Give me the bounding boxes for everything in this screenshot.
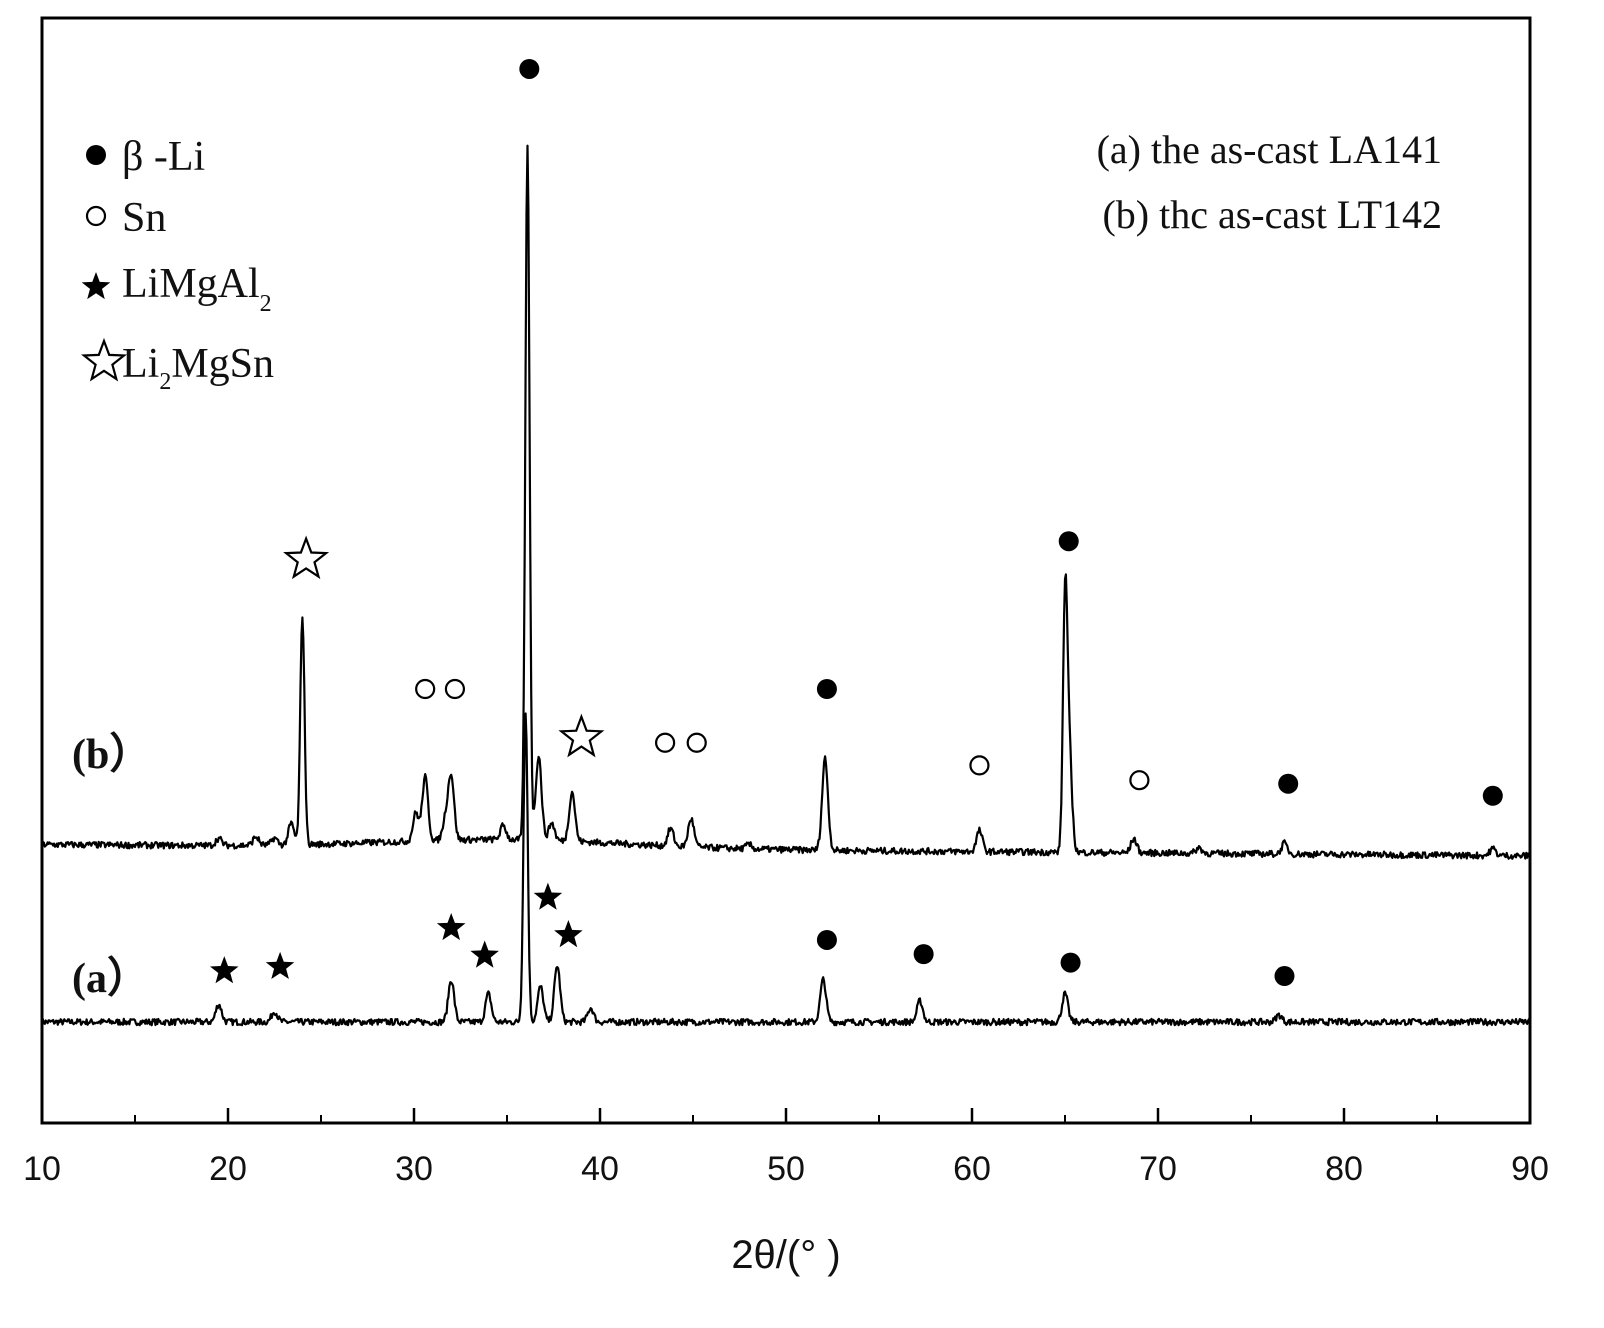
peak-marker-filled-star: [436, 913, 466, 941]
sample-legend-line-b: (b) thc as-cast LT142: [1102, 192, 1442, 237]
xrd-curve-a: [40, 712, 1532, 1027]
peak-marker-filled-circle: [1274, 966, 1295, 987]
legend-marker-filled-circle: [86, 145, 106, 165]
series-group: [40, 144, 1532, 1027]
peak-marker-open-circle: [1129, 770, 1150, 791]
plot-frame: [40, 16, 1532, 1125]
x-tick-label: 90: [1511, 1150, 1549, 1188]
peak-markers: [210, 58, 1503, 987]
peak-marker-filled-circle: [1482, 785, 1503, 806]
legend-label-limgal2: LiMgAl2: [122, 261, 272, 317]
legend-marker-open-circle: [85, 205, 107, 227]
peak-marker-filled-star: [470, 940, 499, 968]
legend-marker-open-star: [80, 337, 128, 382]
legend-marker-filled-star: [81, 272, 111, 300]
x-tick-label: 10: [23, 1150, 61, 1188]
peak-marker-filled-circle: [913, 944, 934, 965]
peak-marker-filled-star: [554, 920, 583, 948]
peak-marker-open-star: [558, 713, 605, 758]
curve-label-a: (a）: [72, 955, 149, 1002]
peak-marker-filled-circle: [1278, 773, 1299, 794]
x-tick-label: 40: [581, 1150, 619, 1188]
peak-marker-open-circle: [686, 732, 707, 753]
peak-marker-open-star: [283, 535, 330, 580]
x-tick-label: 20: [209, 1150, 247, 1188]
x-axis: 10 20 30 40 50 60 70 80 90: [23, 1108, 1549, 1188]
peak-marker-filled-circle: [1060, 952, 1081, 973]
curve-label-b: (b）: [72, 731, 151, 778]
peak-marker-open-circle: [415, 678, 436, 700]
xrd-curve-b: [40, 144, 1532, 860]
peak-marker-filled-circle: [816, 679, 837, 700]
x-tick-label: 60: [953, 1150, 991, 1188]
legend-label-sn: Sn: [122, 195, 166, 241]
legend-label-li2mgsn: Li2MgSn: [122, 341, 274, 395]
sample-legend: (a) the as-cast LA141 (b) thc as-cast LT…: [1097, 127, 1442, 237]
x-tick-label: 50: [767, 1150, 805, 1188]
peak-marker-filled-circle: [519, 58, 540, 79]
peak-marker-open-circle: [969, 755, 990, 776]
peak-marker-filled-star: [533, 882, 563, 910]
peak-marker-open-circle: [444, 678, 466, 700]
sample-legend-line-a: (a) the as-cast LA141: [1097, 127, 1442, 172]
x-axis-title: 2θ/(° ): [731, 1233, 840, 1277]
peak-marker-filled-star: [265, 951, 295, 979]
x-tick-label: 70: [1139, 1150, 1177, 1188]
peak-marker-filled-star: [210, 956, 239, 984]
x-tick-label: 80: [1325, 1150, 1363, 1188]
legend-label-beta-li: β -Li: [122, 134, 205, 180]
phase-legend: β -Li Sn LiMgAl2 Li2MgSn: [80, 134, 274, 395]
peak-marker-open-circle: [654, 732, 676, 753]
x-tick-label: 30: [395, 1150, 433, 1188]
peak-marker-filled-circle: [1058, 531, 1079, 552]
peak-marker-filled-circle: [816, 929, 837, 950]
